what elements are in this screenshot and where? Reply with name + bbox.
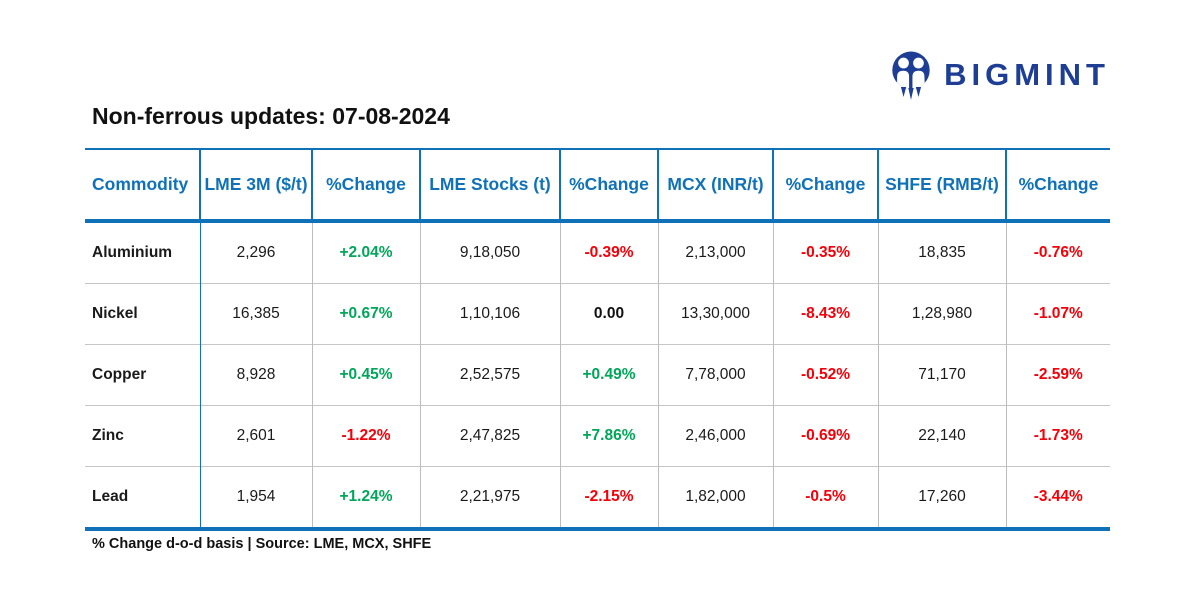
brand-logo: BIGMINT [888,50,1110,100]
commodity-name: Aluminium [92,244,173,261]
commodity-table: Commodity LME 3M ($/t) %Change LME Stock… [85,148,1110,531]
price-value: 2,47,825 [419,405,560,467]
price-value: 2,13,000 [657,221,773,284]
col-header-lme-3m: LME 3M ($/t) [199,148,312,221]
source-note: % Change d-o-d basis | Source: LME, MCX,… [92,536,432,552]
price-value: 1,82,000 [657,466,773,529]
price-value: 1,10,106 [419,283,560,345]
percent-change-value: -1.22% [311,405,420,467]
percent-change-value: -0.5% [772,466,878,529]
price-value: 2,46,000 [657,405,773,467]
price-value: 1,954 [199,466,312,529]
col-header-change-1: %Change [311,148,420,221]
table-row: Lead 1,954 +1.24% 2,21,975 -2.15% 1,82,000 -0.… [85,466,1110,529]
price-value: 16,385 [199,283,312,345]
percent-change-value: +2.04% [311,221,420,284]
percent-change-value: -0.39% [559,221,658,284]
commodity-name: Copper [92,366,147,383]
bigmint-logo-text: BIGMINT [944,57,1110,92]
price-value: 8,928 [199,344,312,406]
col-header-change-2: %Change [559,148,658,221]
col-header-mcx: MCX (INR/t) [657,148,773,221]
price-value: 9,18,050 [419,221,560,284]
price-value: 7,78,000 [657,344,773,406]
price-value: 17,260 [877,466,1006,529]
table-body: Aluminium 2,296 +2.04% 9,18,050 -0.39% 2,13,0… [85,221,1110,529]
table-row: Nickel 16,385 +0.67% 1,10,106 0.00 13,30,000-… [85,283,1110,345]
bigmint-logo-icon [888,50,934,100]
col-header-change-4: %Change [1005,148,1110,221]
commodity-name: Zinc [92,427,124,444]
price-value: 1,28,980 [877,283,1006,345]
percent-change-value: -2.59% [1005,344,1110,406]
page-title: Non-ferrous updates: 07-08-2024 [92,103,450,129]
price-value: 18,835 [877,221,1006,284]
col-header-lme-stocks: LME Stocks (t) [419,148,560,221]
price-value: 13,30,000 [657,283,773,345]
percent-change-value: -3.44% [1005,466,1110,529]
percent-change-value: -2.15% [559,466,658,529]
col-header-shfe: SHFE (RMB/t) [877,148,1006,221]
percent-change-value: 0.00 [559,283,658,345]
percent-change-value: +0.45% [311,344,420,406]
percent-change-value: +1.24% [311,466,420,529]
price-value: 2,601 [199,405,312,467]
percent-change-value: -0.35% [772,221,878,284]
table-row: Aluminium 2,296 +2.04% 9,18,050 -0.39% 2,13,0… [85,221,1110,284]
price-value: 2,52,575 [419,344,560,406]
table-row: Zinc 2,601 -1.22% 2,47,825 +7.86% 2,46,000 -0.… [85,405,1110,467]
col-header-commodity: Commodity [85,148,200,221]
percent-change-value: -8.43% [772,283,878,345]
percent-change-value: -1.73% [1005,405,1110,467]
price-value: 71,170 [877,344,1006,406]
table-header-row: Commodity LME 3M ($/t) %Change LME Stock… [85,148,1110,221]
percent-change-value: +7.86% [559,405,658,467]
price-value: 2,21,975 [419,466,560,529]
percent-change-value: -0.76% [1005,221,1110,284]
price-value: 2,296 [199,221,312,284]
percent-change-value: -1.07% [1005,283,1110,345]
col-header-change-3: %Change [772,148,878,221]
percent-change-value: -0.69% [772,405,878,467]
table-row: Copper 8,928 +0.45% 2,52,575 +0.49% 7,78,000-… [85,344,1110,406]
percent-change-value: +0.67% [311,283,420,345]
percent-change-value: -0.52% [772,344,878,406]
percent-change-value: +0.49% [559,344,658,406]
commodity-name: Lead [92,488,129,505]
commodity-name: Nickel [92,305,138,322]
price-value: 22,140 [877,405,1006,467]
